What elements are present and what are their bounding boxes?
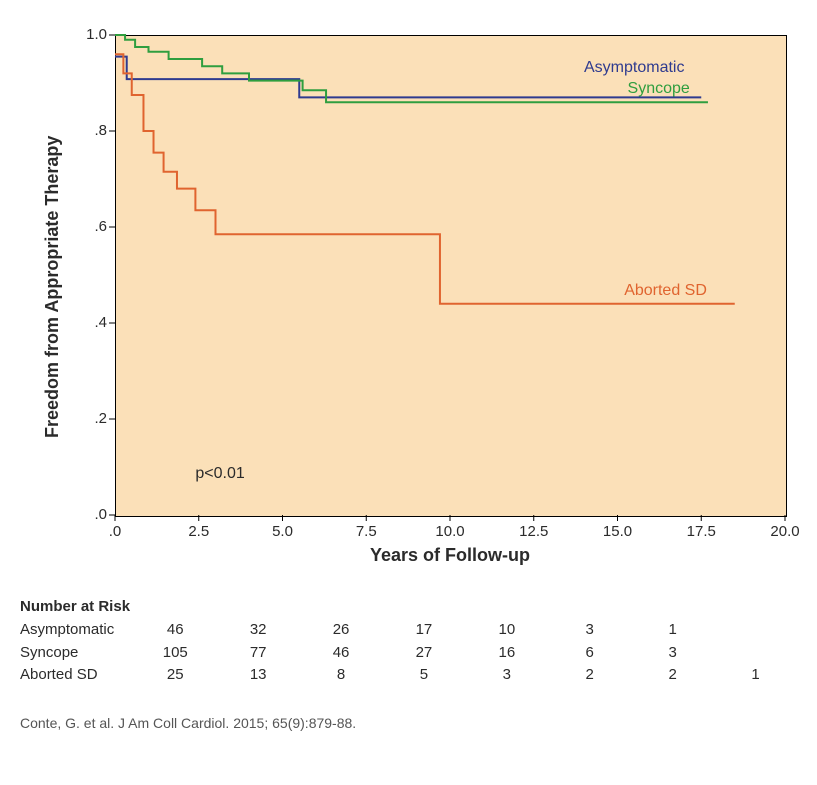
risk-cell: 5 [383, 664, 466, 687]
citation-text: Conte, G. et al. J Am Coll Cardiol. 2015… [20, 715, 797, 731]
risk-cell: 13 [217, 664, 300, 687]
risk-cell: 105 [134, 642, 217, 665]
risk-table-row: Asymptomatic463226171031 [20, 619, 797, 642]
risk-cell: 3 [548, 619, 631, 642]
risk-cell: 3 [631, 642, 714, 665]
y-tick-label: .6 [77, 218, 107, 235]
risk-cell: 1 [631, 619, 714, 642]
risk-cell: 17 [383, 619, 466, 642]
x-tick-label: 12.5 [514, 523, 554, 540]
y-tick-label: 1.0 [77, 26, 107, 43]
y-tick-label: .0 [77, 506, 107, 523]
x-tick-label: 15.0 [598, 523, 638, 540]
risk-table-title: Number at Risk [20, 598, 797, 615]
risk-cell: 27 [383, 642, 466, 665]
number-at-risk-table: Number at RiskAsymptomatic463226171031Sy… [20, 598, 797, 687]
x-axis-label: Years of Follow-up [115, 545, 785, 566]
risk-cell: 32 [217, 619, 300, 642]
y-tick-label: .8 [77, 122, 107, 139]
risk-cell: 3 [465, 664, 548, 687]
series-label-aborted-sd: Aborted SD [624, 282, 707, 300]
x-tick-label: .0 [95, 523, 135, 540]
x-tick-label: 7.5 [346, 523, 386, 540]
risk-cell: 16 [465, 642, 548, 665]
risk-cell: 26 [300, 619, 383, 642]
risk-cell: 25 [134, 664, 217, 687]
risk-cell: 2 [548, 664, 631, 687]
risk-cell: 8 [300, 664, 383, 687]
risk-cell [714, 619, 797, 642]
risk-row-label: Syncope [20, 642, 134, 665]
series-label-asymptomatic: Asymptomatic [584, 59, 684, 77]
risk-row-label: Aborted SD [20, 664, 134, 687]
risk-cell: 6 [548, 642, 631, 665]
y-tick-label: .2 [77, 410, 107, 427]
x-tick-label: 10.0 [430, 523, 470, 540]
risk-row-label: Asymptomatic [20, 619, 134, 642]
risk-cell: 77 [217, 642, 300, 665]
x-tick-label: 5.0 [263, 523, 303, 540]
risk-cell: 2 [631, 664, 714, 687]
risk-table-row: Aborted SD2513853221 [20, 664, 797, 687]
x-tick-label: 20.0 [765, 523, 805, 540]
y-axis-label: Freedom from Appropriate Therapy [42, 136, 63, 438]
km-plot: .0 .2 .4 .6 .8 1.0 .0 2.5 5.0 7.5 10.0 12.5 15.0 17.5… [20, 20, 797, 580]
risk-cell [714, 642, 797, 665]
figure-container: .0 .2 .4 .6 .8 1.0 .0 2.5 5.0 7.5 10.0 12.5 15.0 17.5… [20, 20, 797, 731]
x-tick-label: 2.5 [179, 523, 219, 540]
y-tick-label: .4 [77, 314, 107, 331]
risk-table-row: Syncope1057746271663 [20, 642, 797, 665]
risk-cell: 1 [714, 664, 797, 687]
series-label-syncope: Syncope [628, 80, 690, 98]
p-value-text: p<0.01 [195, 465, 244, 483]
risk-cell: 10 [465, 619, 548, 642]
x-tick-label: 17.5 [681, 523, 721, 540]
risk-cell: 46 [134, 619, 217, 642]
risk-cell: 46 [300, 642, 383, 665]
